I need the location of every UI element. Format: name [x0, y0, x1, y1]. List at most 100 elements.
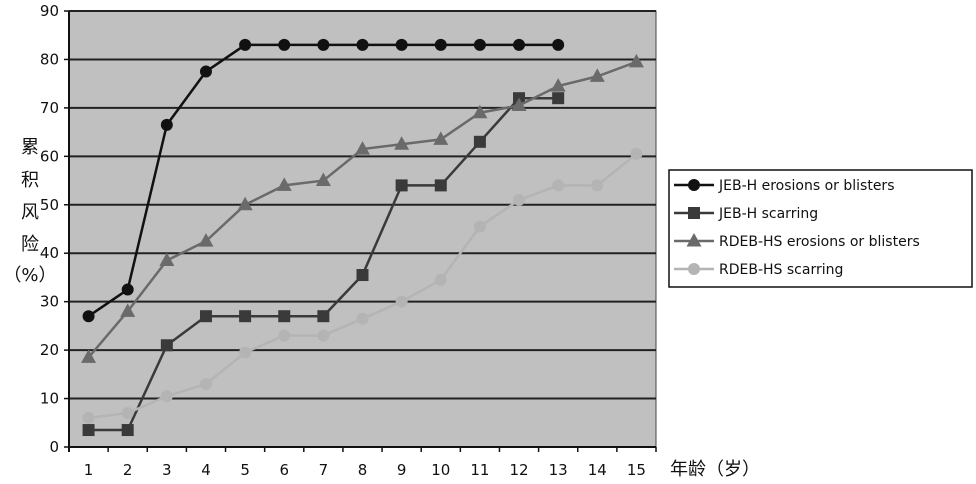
y-tick-label: 30 — [40, 293, 59, 311]
data-point — [472, 104, 488, 119]
y-tick-label: 40 — [40, 244, 59, 262]
data-point — [121, 283, 134, 296]
x-tick-label: 1 — [84, 461, 94, 479]
data-point — [199, 65, 212, 78]
data-point — [199, 310, 212, 323]
legend-marker — [688, 179, 700, 191]
data-point — [356, 312, 369, 325]
data-point — [473, 135, 486, 148]
data-point — [356, 38, 369, 51]
data-point — [434, 273, 447, 286]
legend-item: RDEB-HS erosions or blisters — [674, 233, 920, 250]
x-tick-label: 7 — [319, 461, 329, 479]
data-point — [160, 118, 173, 131]
data-point — [394, 136, 410, 150]
legend-item: JEB-H scarring — [674, 206, 818, 222]
y-axis-ticks: 0 10 20 30 40 50 60 70 80 90 — [40, 2, 69, 456]
data-point — [317, 310, 330, 323]
data-point — [434, 38, 447, 51]
x-tick-label: 5 — [240, 461, 250, 479]
data-point — [81, 349, 97, 363]
data-point — [591, 179, 604, 192]
series-3 — [81, 53, 644, 363]
legend-label: JEB-H scarring — [718, 206, 818, 222]
data-point — [356, 269, 369, 282]
data-point — [589, 68, 605, 82]
series-layer — [81, 38, 644, 437]
x-tick-label: 6 — [279, 461, 289, 479]
legend-marker — [688, 207, 700, 219]
data-point — [395, 295, 408, 308]
data-point — [511, 97, 527, 111]
data-point — [239, 38, 252, 51]
data-point — [473, 220, 486, 233]
legend-marker — [686, 233, 702, 247]
data-point — [278, 310, 291, 323]
y-axis-title-char: （%） — [3, 265, 56, 286]
data-point — [278, 38, 291, 51]
data-point — [159, 252, 175, 266]
data-point — [278, 329, 291, 342]
series-4 — [82, 147, 643, 424]
data-point — [395, 38, 408, 51]
data-point — [552, 38, 565, 51]
data-point — [199, 378, 212, 391]
data-point — [276, 177, 292, 191]
data-point — [239, 346, 252, 359]
data-point — [433, 131, 449, 145]
data-point — [550, 78, 566, 92]
data-point — [630, 147, 643, 160]
y-tick-label: 80 — [40, 50, 59, 68]
data-point — [160, 339, 173, 352]
data-point — [82, 310, 95, 323]
y-tick-label: 70 — [40, 99, 59, 117]
y-tick-label: 20 — [40, 341, 59, 359]
y-axis-title-char: 风 — [21, 202, 39, 223]
x-axis-title: 年龄（岁） — [670, 459, 760, 480]
legend: JEB-H erosions or blisters JEB-H scarring… — [668, 169, 973, 288]
x-tick-label: 9 — [397, 461, 407, 479]
data-point — [473, 38, 486, 51]
data-point — [121, 407, 134, 420]
legend-item: JEB-H erosions or blisters — [674, 178, 895, 194]
legend-label: RDEB-HS scarring — [719, 262, 843, 278]
data-point — [120, 303, 136, 317]
x-tick-label: 4 — [201, 461, 211, 479]
x-tick-label: 2 — [123, 461, 133, 479]
data-point — [552, 179, 565, 192]
data-point — [317, 329, 330, 342]
data-point — [160, 390, 173, 403]
data-point — [434, 179, 447, 192]
legend-box — [668, 169, 973, 288]
legend-item: RDEB-HS scarring — [674, 262, 843, 278]
data-point — [237, 196, 253, 211]
data-point — [239, 310, 252, 323]
data-point — [82, 424, 95, 437]
data-point — [552, 92, 565, 105]
series-1 — [82, 38, 565, 323]
data-point — [395, 179, 408, 192]
data-point — [513, 38, 526, 51]
y-axis-title-char: 积 — [21, 170, 39, 191]
legend-marker — [688, 263, 700, 275]
data-point — [82, 411, 95, 424]
legend-label: JEB-H erosions or blisters — [718, 178, 895, 194]
y-axis-title-char: 险 — [21, 234, 39, 255]
y-tick-label: 90 — [40, 2, 59, 20]
y-tick-label: 60 — [40, 147, 59, 165]
x-tick-label: 13 — [549, 461, 568, 479]
y-axis-title-char: 累 — [21, 137, 39, 158]
data-point — [628, 53, 644, 68]
data-point — [121, 424, 134, 437]
x-tick-label: 15 — [627, 461, 646, 479]
y-tick-label: 50 — [40, 196, 59, 214]
data-point — [315, 172, 331, 187]
x-tick-label: 14 — [588, 461, 607, 479]
x-tick-label: 11 — [470, 461, 489, 479]
plot-area — [68, 10, 657, 448]
x-tick-label: 3 — [162, 461, 172, 479]
data-point — [513, 193, 526, 206]
y-tick-label: 0 — [49, 438, 59, 456]
